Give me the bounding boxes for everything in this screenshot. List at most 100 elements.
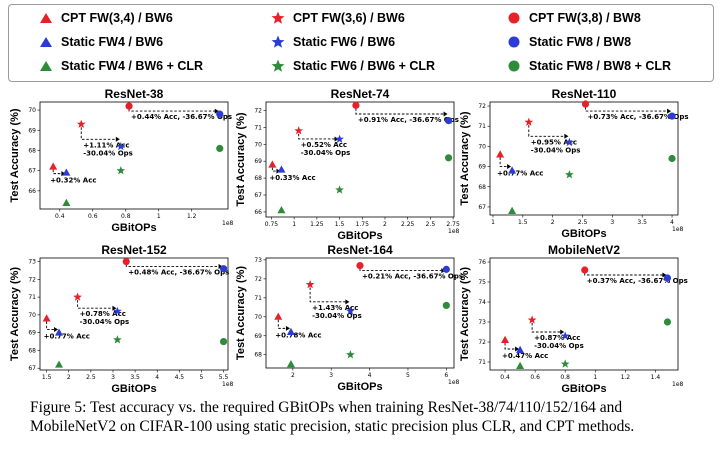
data-point-star (113, 306, 122, 316)
data-point-star (560, 331, 570, 340)
x-tick-label: 2 (383, 221, 387, 228)
x-tick-label: 1.2 (187, 213, 197, 220)
x-tick-label: 1.75 (356, 221, 370, 228)
y-tick-label: 71 (254, 124, 262, 131)
data-point-star (527, 315, 537, 324)
star-marker-icon (271, 59, 285, 72)
chart-panel: ResNet-152 1.5 2 2.5 3 3.5 4 4.5 5 5.5 67 68 69 70 71 7… (9, 243, 234, 395)
y-tick-label: 75 (478, 279, 486, 286)
x-tick-label: 3.5 (130, 374, 140, 381)
annotation-text: +1.11% Acc (83, 141, 129, 149)
annotation-arrow (298, 133, 336, 140)
star-marker-icon (271, 11, 285, 24)
x-tick-label: 4 (155, 374, 159, 381)
annotation-text: +0.37% Acc, -36.67% Ops (587, 277, 688, 285)
annotation-text: +0.44% Acc, -36.67% Ops (131, 113, 232, 121)
x-tick-label: 2.5 (578, 219, 588, 226)
chart-title: ResNet-110 (552, 87, 617, 101)
x-exponent-label: 1e8 (672, 226, 684, 233)
circle-marker-icon (508, 60, 520, 72)
x-tick-label: 0.6 (530, 374, 540, 381)
y-axis-label: Test Accuracy (%) (235, 266, 247, 360)
y-tick-label: 73 (254, 257, 262, 264)
x-tick-label: 1.5 (335, 221, 345, 228)
data-point-circle (444, 117, 453, 125)
y-tick-label: 69 (28, 330, 36, 337)
x-tick-label: 3 (329, 372, 333, 379)
legend-item: Static FW8 / BW8 + CLR (507, 59, 671, 73)
annotation-text: +0.48% Acc, -36.67% Ops (128, 269, 229, 277)
annotation-text: +0.78% Acc (80, 310, 126, 318)
arrow-head (115, 136, 120, 142)
annotation-text: -30.04% Ops (83, 149, 133, 157)
arrow-head (443, 111, 448, 117)
data-point-star (524, 117, 534, 126)
chart-panel: ResNet-164 2 3 4 5 6 68 69 70 71 72 73 1e8 GBitOPs Tes… (235, 243, 463, 393)
y-tick-label: 67 (28, 168, 36, 175)
arrow-head (112, 305, 117, 311)
y-tick-label: 70 (478, 143, 486, 150)
annotation-arrow (125, 264, 220, 268)
legend-label: Static FW8 / BW8 + CLR (529, 59, 672, 73)
annotation-text: -30.04% Ops (531, 146, 581, 154)
annotation-text: +0.91% Acc, -36.67% Ops (358, 116, 459, 124)
annotation-arrow (80, 127, 117, 140)
data-point-triangle (277, 206, 286, 214)
x-tick-label: 2.75 (446, 221, 460, 228)
data-point-star (76, 119, 86, 128)
x-exponent-label: 1e8 (448, 228, 460, 235)
annotation-arrow (531, 323, 562, 333)
data-point-star (294, 126, 304, 135)
arrow-head (54, 327, 59, 333)
plot-frame (489, 257, 679, 371)
plot-frame (39, 101, 229, 210)
data-point-star (335, 134, 344, 143)
y-tick-label: 68 (28, 147, 36, 154)
data-point-star (565, 170, 574, 179)
x-tick-label: 4 (670, 219, 674, 226)
data-point-circle (122, 257, 130, 266)
data-point-circle (352, 101, 360, 109)
x-tick-label: 0.75 (265, 221, 279, 228)
plot-frame (39, 257, 229, 371)
annotation-text: -30.04% Ops (80, 318, 130, 326)
y-tick-label: 70 (28, 107, 36, 114)
data-point-triangle (55, 328, 64, 336)
x-axis-label: GBitOPs (111, 383, 156, 395)
y-tick-label: 68 (28, 347, 36, 354)
y-axis-label: Test Accuracy (%) (459, 111, 471, 205)
annotation-arrow (277, 319, 287, 329)
y-tick-label: 68 (254, 175, 262, 182)
y-tick-label: 67 (28, 365, 36, 372)
y-tick-label: 72 (478, 339, 486, 346)
annotation-arrow (271, 167, 278, 172)
y-tick-label: 70 (254, 314, 262, 321)
data-point-circle (668, 154, 676, 163)
annotation-text: +0.78% Acc (275, 331, 321, 339)
triangle-marker-icon (40, 61, 52, 71)
charts-svg: ResNet-38 0.4 0.6 0.8 1 1.2 66 67 68 69 70 1e8 GBitO… (9, 87, 689, 395)
annotation-text: +1.43% Acc (312, 304, 358, 312)
data-point-star (560, 359, 570, 368)
annotation-arrow (584, 273, 664, 276)
x-tick-label: 5 (406, 372, 410, 379)
data-point-star (346, 306, 355, 315)
arrow-head (564, 133, 569, 139)
y-tick-label: 70 (254, 141, 262, 148)
x-tick-label: 4.5 (175, 374, 185, 381)
y-tick-label: 69 (478, 164, 486, 171)
chart-title: ResNet-38 (105, 87, 164, 101)
data-point-triangle (277, 165, 286, 173)
y-tick-label: 73 (478, 319, 486, 326)
x-tick-label: 2.25 (401, 221, 415, 228)
chart-title: ResNet-164 (327, 243, 393, 257)
x-axis-label: GBitOPs (337, 230, 382, 242)
data-point-triangle (55, 360, 64, 368)
data-point-triangle (42, 314, 51, 322)
data-point-star (305, 279, 315, 289)
data-point-triangle (508, 166, 517, 174)
x-tick-label: 1.25 (310, 221, 324, 228)
data-point-circle (442, 265, 450, 273)
x-tick-label: 4 (368, 372, 372, 379)
y-tick-label: 73 (28, 259, 36, 266)
